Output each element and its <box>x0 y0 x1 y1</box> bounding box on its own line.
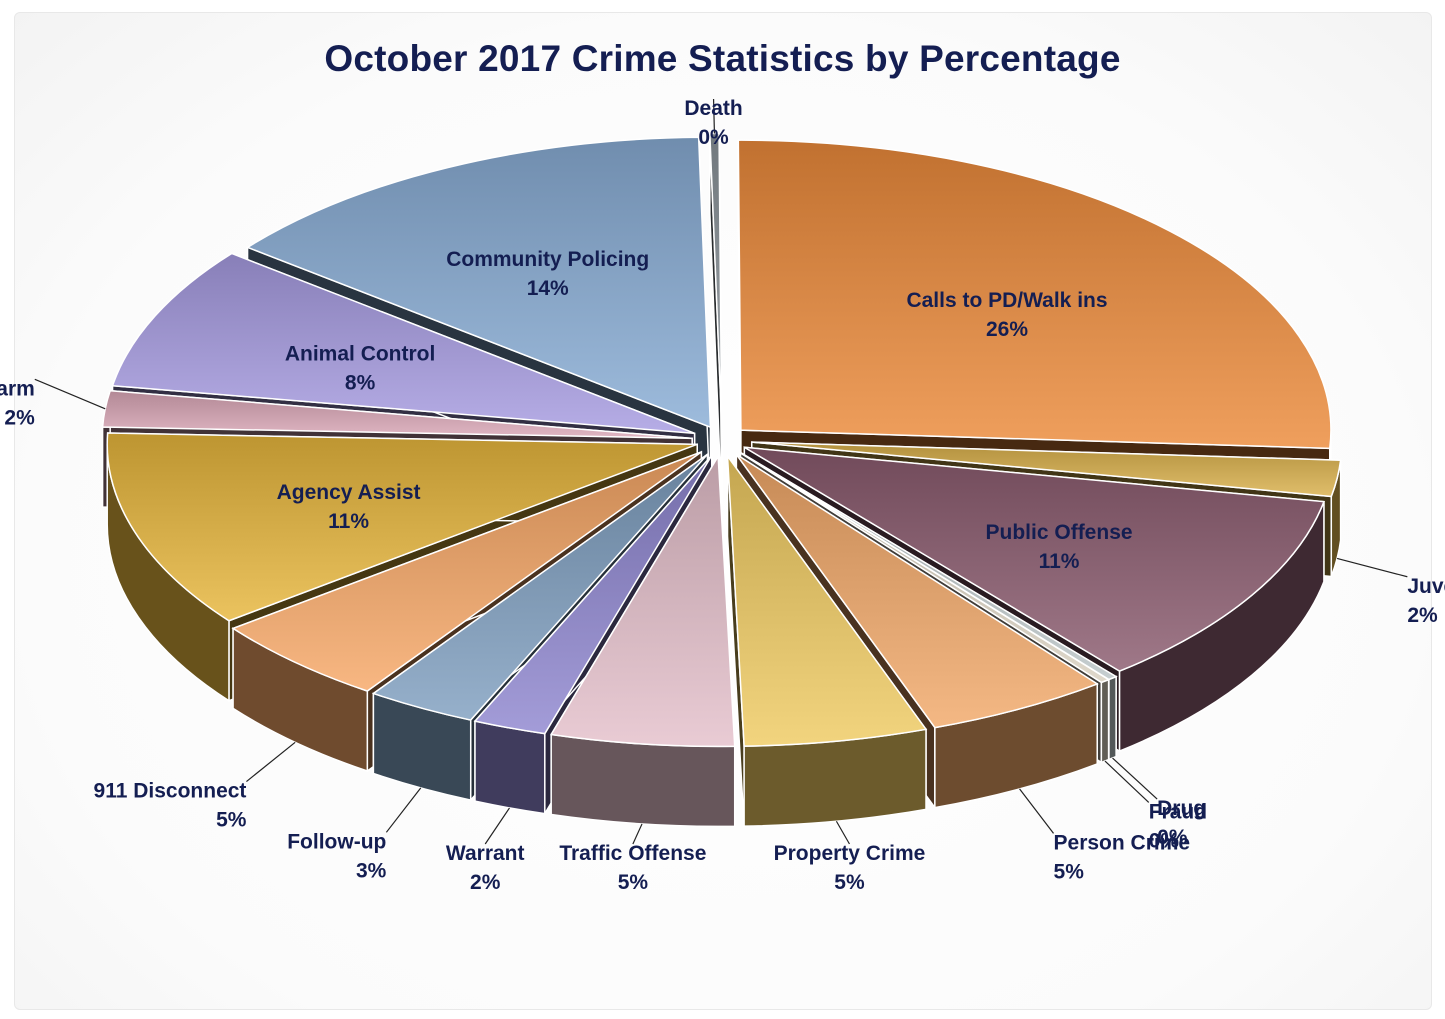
leader-line-person-crime <box>1019 788 1055 834</box>
pie-slice-top-public-offense <box>743 446 1325 672</box>
slice-value-public-offense: 11% <box>1039 550 1080 573</box>
slice-value-community-policing: 14% <box>527 277 569 300</box>
leader-line-traffic-offense <box>632 823 643 845</box>
slice-name-public-offense: Public Offense <box>986 521 1133 544</box>
leader-line-911-disconnect <box>246 741 296 783</box>
slice-name-follow-up: Follow-up <box>287 830 386 853</box>
slice-value-agency-assist: 11% <box>328 510 369 533</box>
slice-value-traffic-offense: 5% <box>618 871 649 894</box>
slice-label-calls-to-pd-walk-ins: Calls to PD/Walk ins 26% <box>906 289 1107 341</box>
slice-label-community-policing: Community Policing 14% <box>446 248 649 300</box>
leader-line-follow-up <box>385 787 422 833</box>
slice-label-person-crime: Person Crime 5% <box>1054 831 1191 883</box>
leader-line-drug <box>1112 757 1158 800</box>
pie-slice-top-follow-up <box>371 453 708 721</box>
slice-value-drug: 0% <box>1157 826 1188 849</box>
slice-value-warrant: 2% <box>470 871 501 894</box>
slice-value-property-crime: 5% <box>834 871 865 894</box>
slice-value-juvenile-offense: 2% <box>1407 604 1438 627</box>
pie-slice-top-911-disconnect <box>231 451 702 692</box>
leader-line-juvenile-offense <box>1336 557 1408 578</box>
pie-slice-side-fraud <box>1100 678 1110 764</box>
pie-slice-side-warrant <box>474 720 546 815</box>
chart-title: October 2017 Crime Statistics by Percent… <box>324 38 1121 79</box>
slice-value-animal-control: 8% <box>345 372 376 395</box>
slice-label-juvenile-offense: Juvenile Offense 2% <box>1407 575 1445 627</box>
slice-value-alarm: 2% <box>4 406 35 429</box>
pie-slice-traffic-offense <box>549 453 736 828</box>
slice-name-alarm: Alarm <box>0 377 35 400</box>
slice-name-community-policing: Community Policing <box>446 248 649 271</box>
pie-slice-top-calls-to-pd-walk-ins <box>737 139 1332 450</box>
slice-name-property-crime: Property Crime <box>774 842 926 865</box>
leader-lines-layer <box>34 98 1408 845</box>
pie-slice-top-fraud <box>740 452 1111 684</box>
pie-slice-top-warrant <box>473 455 713 735</box>
pie-slice-top-death <box>709 132 723 424</box>
slice-name-death: Death <box>684 97 742 120</box>
slice-value-death: 0% <box>698 126 729 149</box>
pie-slice-top-animal-control <box>111 252 695 435</box>
slice-name-warrant: Warrant <box>446 842 525 865</box>
pie-slice-top-community-policing <box>245 136 712 429</box>
labels-layer: Death 0% Calls to PD/Walk ins 26% Juvenile O… <box>0 97 1445 894</box>
slice-label-fraud: Fraud 0% <box>1149 800 1207 852</box>
pie-slice-top-traffic-offense <box>549 453 736 748</box>
pie-slice-top-juvenile-offense <box>751 441 1342 498</box>
leader-line-property-crime <box>835 820 850 845</box>
slice-value-calls-to-pd-walk-ins: 26% <box>986 318 1028 341</box>
pie-slice-top-person-crime <box>735 453 1099 729</box>
leader-line-warrant <box>484 807 510 845</box>
pie-slice-top-property-crime <box>726 453 928 747</box>
slice-value-fraud: 0% <box>1149 829 1180 852</box>
slice-label-warrant: Warrant 2% <box>446 842 525 894</box>
slice-name-juvenile-offense: Juvenile Offense <box>1407 575 1445 598</box>
slice-name-person-crime: Person Crime <box>1054 831 1191 854</box>
slice-label-agency-assist: Agency Assist 11% <box>277 481 421 533</box>
pie-slice-side-drug <box>1108 675 1117 761</box>
slice-name-animal-control: Animal Control <box>285 343 436 366</box>
leader-line-fraud <box>1104 760 1150 803</box>
pie-slice-top-agency-assist <box>106 432 698 622</box>
slice-value-911-disconnect: 5% <box>216 809 247 832</box>
pie-slice-death <box>709 132 723 504</box>
slice-label-alarm: Alarm 2% <box>0 377 35 429</box>
slice-label-property-crime: Property Crime 5% <box>774 842 926 894</box>
slice-value-follow-up: 3% <box>356 859 387 882</box>
slice-label-drug: Drug 0% <box>1157 797 1206 849</box>
slice-label-traffic-offense: Traffic Offense 5% <box>559 842 706 894</box>
slice-name-drug: Drug <box>1157 797 1206 820</box>
slice-label-911-disconnect: 911 Disconnect 5% <box>94 780 247 832</box>
slice-label-animal-control: Animal Control 8% <box>285 343 436 395</box>
slice-name-calls-to-pd-walk-ins: Calls to PD/Walk ins <box>906 289 1107 312</box>
pie-slice-side-traffic-offense <box>550 733 736 828</box>
pie-slice-top-alarm <box>101 389 693 440</box>
slice-label-follow-up: Follow-up 3% <box>287 830 386 882</box>
slice-name-fraud: Fraud <box>1149 800 1207 823</box>
slice-name-911-disconnect: 911 Disconnect <box>94 780 247 803</box>
slice-value-person-crime: 5% <box>1054 860 1085 883</box>
leader-line-death <box>712 98 716 134</box>
slices-layer <box>101 132 1342 828</box>
leader-line-alarm <box>34 378 106 410</box>
slice-name-agency-assist: Agency Assist <box>277 481 421 504</box>
pie-slice-property-crime <box>726 453 928 827</box>
slice-name-traffic-offense: Traffic Offense <box>559 842 706 865</box>
slice-label-death: Death 0% <box>684 97 742 149</box>
slice-label-public-offense: Public Offense 11% <box>986 521 1133 573</box>
